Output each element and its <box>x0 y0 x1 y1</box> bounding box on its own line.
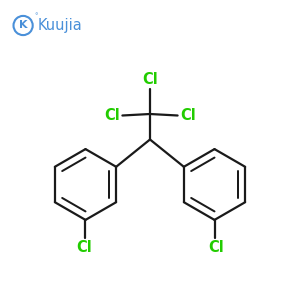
Text: Cl: Cl <box>104 108 120 123</box>
Text: Cl: Cl <box>208 240 224 255</box>
Text: K: K <box>19 20 27 31</box>
Text: Cl: Cl <box>76 240 92 255</box>
Text: °: ° <box>34 13 38 19</box>
Text: Kuujia: Kuujia <box>38 18 83 33</box>
Text: Cl: Cl <box>180 108 196 123</box>
Text: Cl: Cl <box>142 72 158 87</box>
